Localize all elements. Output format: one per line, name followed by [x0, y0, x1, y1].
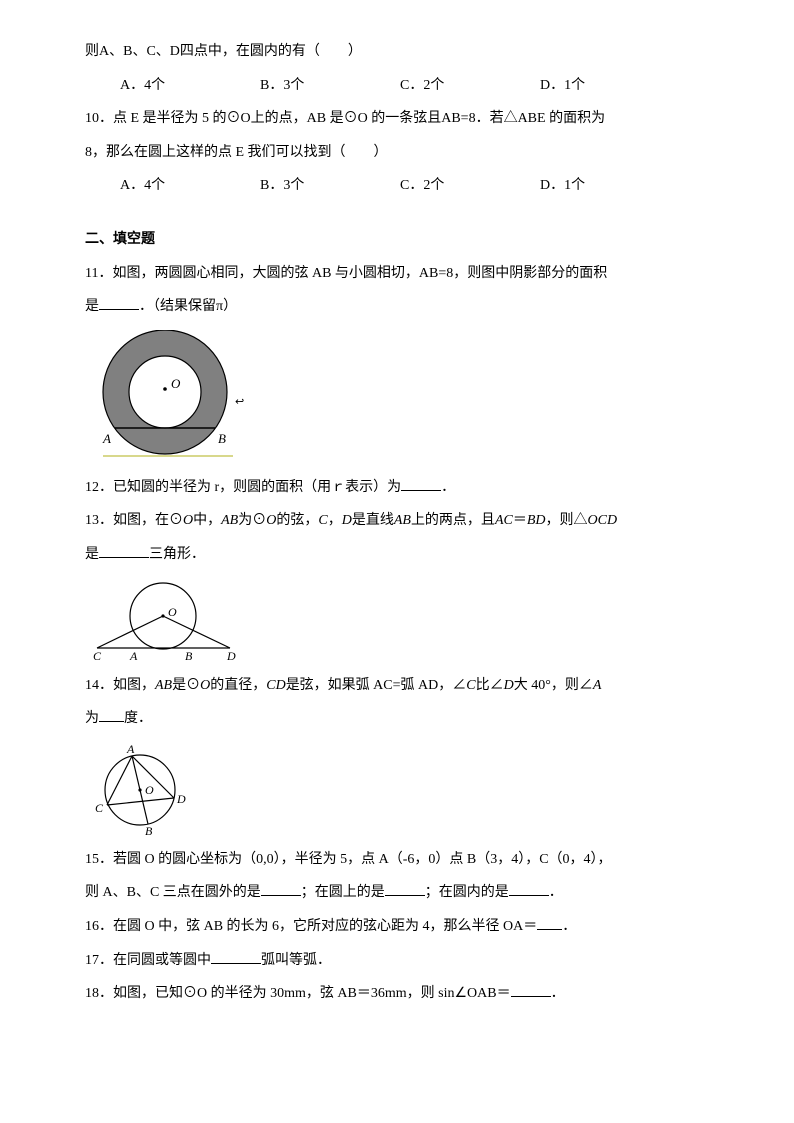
q13b: 中，	[193, 513, 221, 528]
q12a: 12．已知圆的半径为 r，则圆的面积（用ｒ表示）为	[85, 480, 401, 495]
q18-blank	[511, 982, 551, 997]
q14-line2: 为 度．	[85, 702, 709, 736]
q15-2d: ．	[549, 885, 563, 900]
q15-2c: ；在圆内的是	[425, 885, 509, 900]
q9-choice-c: C．2个	[400, 69, 540, 103]
section2-heading: 二、填空题	[85, 223, 709, 257]
q18a: 18．如图，已知⊙O 的半径为 30mm，弦 AB＝36mm，则 sin∠OAB…	[85, 986, 511, 1001]
q16-line: 16．在圆 O 中，弦 AB 的长为 6，它所对应的弦心距为 4，那么半径 OA…	[85, 910, 709, 944]
q13f: 上的两点，且	[411, 513, 495, 528]
q14a: 14．如图，	[85, 678, 155, 693]
q11-2b: ．（结果保留π）	[139, 299, 237, 314]
q10-choice-d: D．1个	[540, 169, 680, 203]
q14d: 是弦，如果弧 AC=弧 AD，∠	[286, 678, 467, 693]
q14-2a: 为	[85, 711, 99, 726]
q13-line2: 是 三角形．	[85, 538, 709, 572]
q15-line2: 则 A、B、C 三点在圆外的是 ；在圆上的是 ；在圆内的是 ．	[85, 876, 709, 910]
q10-line1: 10．点 E 是半径为 5 的⊙O上的点，AB 是⊙O 的一条弦且AB=8．若△…	[85, 102, 709, 136]
q17a: 17．在同圆或等圆中	[85, 953, 211, 968]
q13-2b: 三角形．	[149, 547, 205, 562]
fig11: O A B ↩	[85, 330, 709, 465]
q16b: ．	[562, 919, 576, 934]
svg-text:O: O	[171, 376, 181, 391]
fig14: O A B C D	[85, 742, 709, 837]
svg-text:O: O	[168, 605, 177, 619]
q9-choice-d: D．1个	[540, 69, 680, 103]
q14e: 比∠	[476, 678, 504, 693]
q15-blank2	[385, 881, 425, 896]
svg-text:B: B	[185, 649, 193, 663]
svg-text:A: A	[126, 742, 135, 756]
q11-line2: 是 ．（结果保留π）	[85, 290, 709, 324]
q16-blank	[537, 915, 562, 930]
q17-line: 17．在同圆或等圆中 弧叫等弧．	[85, 944, 709, 978]
q13a: 13．如图，在⊙	[85, 513, 183, 528]
q15-blank1	[261, 881, 301, 896]
q13c: 为⊙	[238, 513, 266, 528]
q9-choice-b: B．3个	[260, 69, 400, 103]
q15-2b: ；在圆上的是	[301, 885, 385, 900]
q17-blank	[211, 949, 261, 964]
svg-text:D: D	[226, 649, 236, 663]
q10-line2: 8，那么在圆上这样的点 E 我们可以找到（ ）	[85, 136, 709, 170]
q17b: 弧叫等弧．	[261, 953, 331, 968]
q13-line1: 13．如图，在⊙O中，AB为⊙O的弦，C，D是直线AB上的两点，且AC＝BD，则…	[85, 504, 709, 538]
svg-text:C: C	[95, 801, 104, 815]
q9-choice-a: A．4个	[120, 69, 260, 103]
q15-blank3	[509, 881, 549, 896]
q12b: ．	[441, 480, 455, 495]
spacer	[85, 203, 709, 223]
q13d: 的弦，	[276, 513, 318, 528]
q12-blank	[401, 476, 441, 491]
q14-line1: 14．如图，AB是⊙O的直径，CD是弦，如果弧 AC=弧 AD，∠C比∠D大 4…	[85, 669, 709, 703]
svg-text:O: O	[145, 783, 154, 797]
q16a: 16．在圆 O 中，弦 AB 的长为 6，它所对应的弦心距为 4，那么半径 OA…	[85, 919, 537, 934]
q14b: 是⊙	[172, 678, 200, 693]
q9-choices: A．4个 B．3个 C．2个 D．1个	[85, 69, 709, 103]
svg-text:B: B	[218, 431, 226, 446]
page-content: 则A、B、C、D四点中，在圆内的有（ ） A．4个 B．3个 C．2个 D．1个…	[0, 0, 794, 1051]
q9-text: 则A、B、C、D四点中，在圆内的有（ ）	[85, 35, 709, 69]
svg-text:C: C	[93, 649, 102, 663]
q15-2a: 则 A、B、C 三点在圆外的是	[85, 885, 261, 900]
q11-blank	[99, 295, 139, 310]
svg-text:↩: ↩	[235, 396, 244, 408]
svg-text:D: D	[176, 792, 186, 806]
q13-2a: 是	[85, 547, 99, 562]
q18b: ．	[551, 986, 565, 1001]
q14-blank	[99, 707, 124, 722]
svg-text:A: A	[129, 649, 138, 663]
q13g: ，则△	[546, 513, 588, 528]
q11-line1: 11．如图，两圆圆心相同，大圆的弦 AB 与小圆相切，AB=8，则图中阴影部分的…	[85, 257, 709, 291]
q14c: 的直径，	[210, 678, 266, 693]
q14f: 大 40°，则∠	[514, 678, 593, 693]
fig13: O C A B D	[85, 578, 709, 663]
q13-blank	[99, 543, 149, 558]
q10-choices: A．4个 B．3个 C．2个 D．1个	[85, 169, 709, 203]
q14-2b: 度．	[124, 711, 152, 726]
q11-2a: 是	[85, 299, 99, 314]
svg-text:B: B	[145, 824, 153, 837]
q13e: 是直线	[352, 513, 394, 528]
q10-choice-a: A．4个	[120, 169, 260, 203]
q15-line1: 15．若圆 O 的圆心坐标为（0,0），半径为 5，点 A（-6，0）点 B（3…	[85, 843, 709, 877]
q12-line: 12．已知圆的半径为 r，则圆的面积（用ｒ表示）为 ．	[85, 471, 709, 505]
q10-choice-b: B．3个	[260, 169, 400, 203]
q18-line: 18．如图，已知⊙O 的半径为 30mm，弦 AB＝36mm，则 sin∠OAB…	[85, 977, 709, 1011]
svg-text:A: A	[102, 431, 111, 446]
q10-choice-c: C．2个	[400, 169, 540, 203]
